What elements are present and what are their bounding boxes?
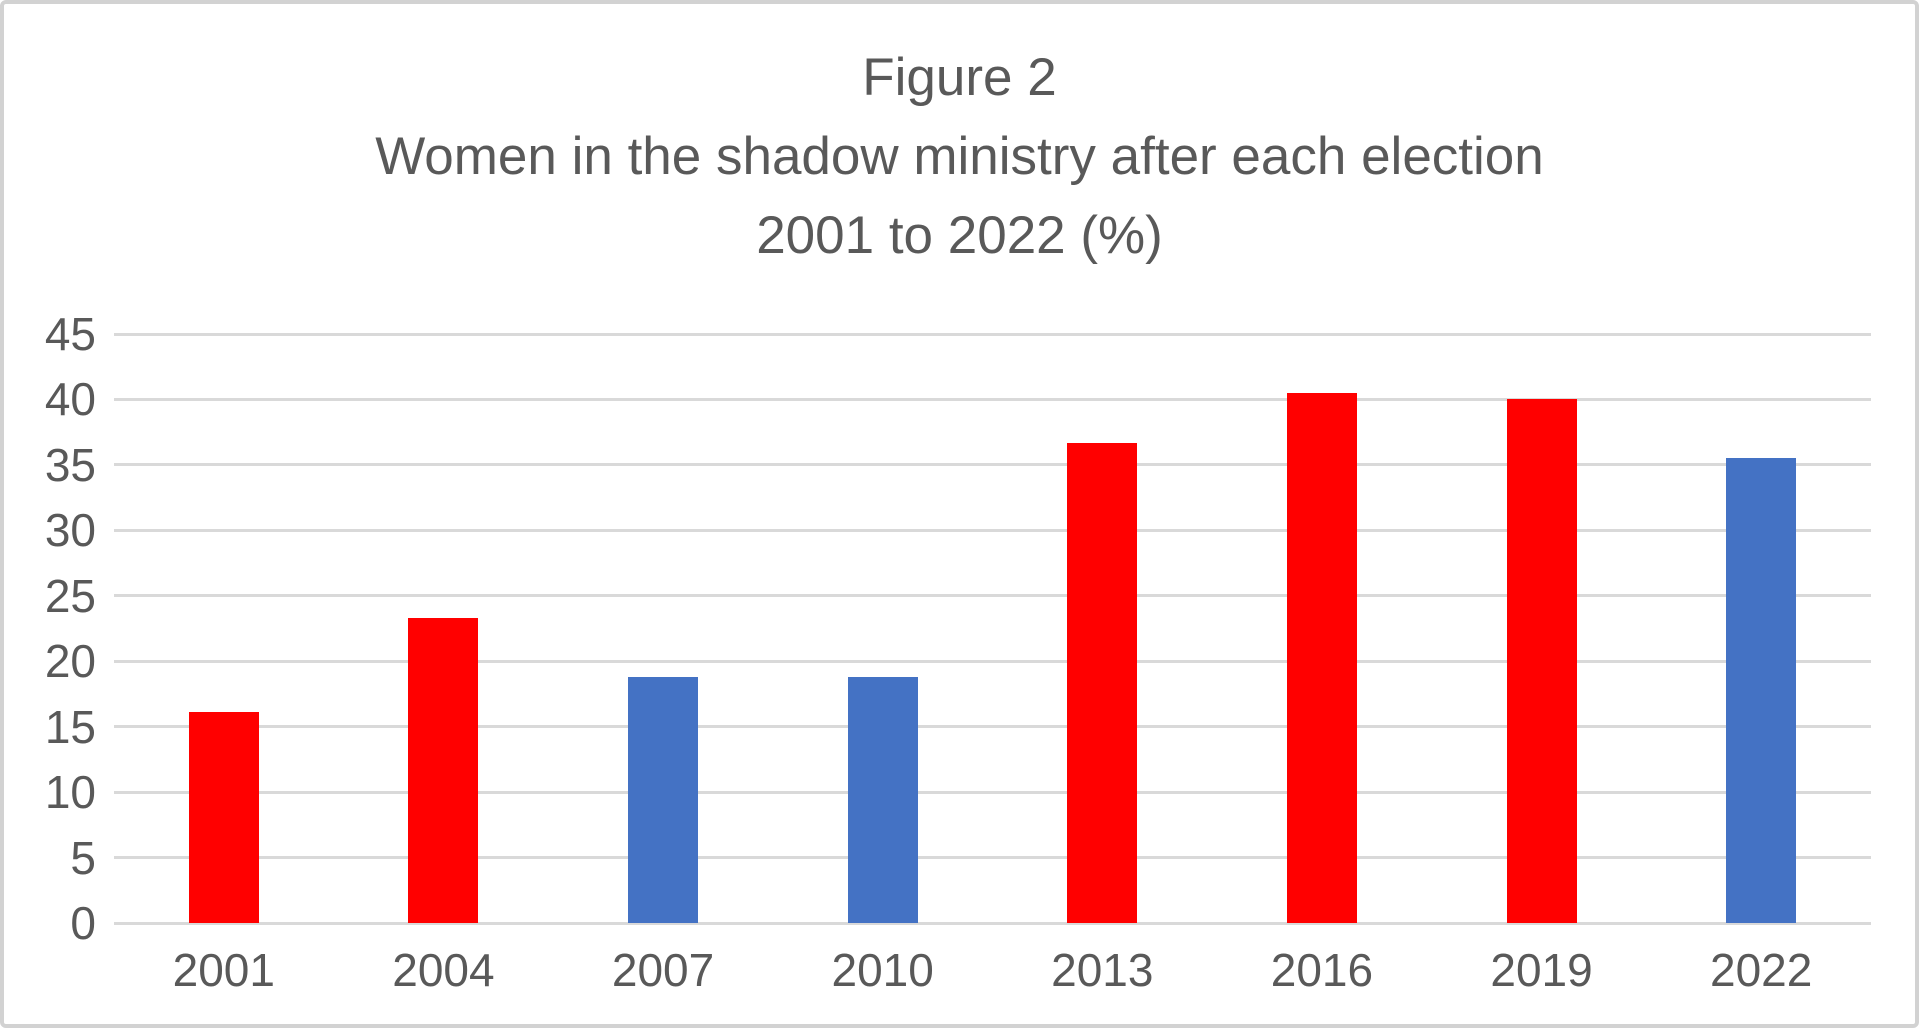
gridline-25 (114, 594, 1871, 598)
x-tick-label-2013: 2013 (1051, 944, 1154, 996)
bar-2016 (1286, 392, 1357, 923)
y-tick-label-25: 25 (44, 569, 96, 622)
x-tick-label-2007: 2007 (611, 944, 715, 996)
chart-title-line-1: Figure 2 (862, 48, 1057, 107)
gridline-10 (114, 790, 1871, 794)
x-tick-label-2016: 2016 (1270, 944, 1374, 996)
bar-2013 (1067, 442, 1138, 923)
gridline-20 (114, 659, 1871, 663)
y-tick-label-35: 35 (44, 438, 96, 491)
chart-title-line-2: Women in the shadow ministry after each … (375, 127, 1544, 186)
chart-title: Figure 2 Women in the shadow ministry af… (4, 38, 1915, 275)
x-tick-label-2001: 2001 (172, 944, 275, 996)
x-tick-label-2010: 2010 (831, 944, 934, 996)
x-axis-line (114, 921, 1871, 925)
y-tick-label-45: 45 (44, 308, 96, 360)
gridline-45 (114, 332, 1871, 336)
y-tick-label-10: 10 (44, 766, 96, 819)
bar-2007 (628, 676, 699, 923)
x-tick-label-2019: 2019 (1490, 944, 1593, 996)
bar-2010 (847, 676, 918, 923)
bar-2022 (1726, 458, 1797, 923)
gridline-30 (114, 528, 1871, 532)
y-tick-label-5: 5 (70, 831, 96, 884)
gridline-15 (114, 725, 1871, 729)
x-tick-label-2004: 2004 (392, 944, 495, 996)
chart-title-line-3: 2001 to 2022 (%) (756, 206, 1163, 265)
bar-2001 (188, 712, 259, 923)
bar-2019 (1506, 399, 1577, 923)
y-tick-label-0: 0 (70, 897, 96, 949)
bar-2004 (408, 618, 479, 923)
gridline-5 (114, 856, 1871, 860)
y-tick-label-40: 40 (44, 373, 96, 426)
gridline-35 (114, 463, 1871, 467)
x-tick-label-2022: 2022 (1710, 944, 1813, 996)
y-tick-label-15: 15 (44, 700, 96, 753)
y-tick-label-20: 20 (44, 635, 96, 688)
y-tick-label-30: 30 (44, 504, 96, 557)
gridline-40 (114, 397, 1871, 401)
